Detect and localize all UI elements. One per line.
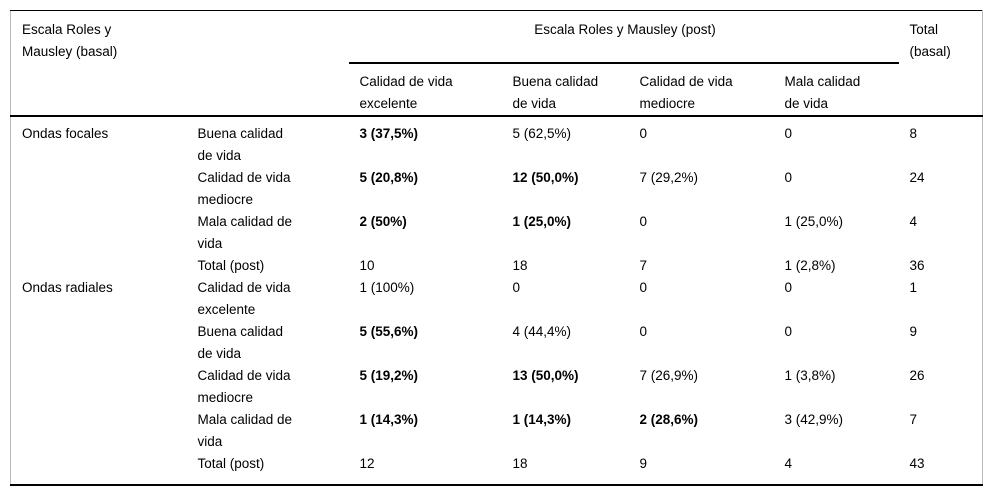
row-label: Buena calidad de vida [197,324,284,361]
cell: 1 (3,8%) [784,368,836,383]
row-label: Calidad de vida excelente [197,280,291,317]
cell: 0 [784,126,793,141]
table-row: Total (post) 12 18 9 4 43 [11,453,983,485]
cell: 4 [784,456,793,471]
table-row: Ondas radiales Calidad de vida excelente… [11,277,983,321]
row-label: Total (post) [197,456,265,471]
group-label: Ondas focales [22,126,109,141]
cell: 1 (25,0%) [512,214,572,229]
group-label: Ondas radiales [22,280,113,295]
row-label: Total (post) [197,258,265,273]
row-total: 1 [909,280,918,295]
row-label: Calidad de vida mediocre [197,170,291,207]
cell: 10 [359,258,375,273]
cell: 5 (62,5%) [512,126,572,141]
group-label [11,453,187,485]
header-col-mala: Mala calidad de vida [784,74,861,111]
row-total: 24 [909,170,925,185]
cell: 5 (55,6%) [359,324,419,339]
cell: 1 (100%) [359,280,415,295]
cell: 18 [512,456,528,471]
row-total: 36 [909,258,925,273]
row-label: Mala calidad de vida [197,214,293,251]
group-label [11,211,187,255]
cell: 0 [639,214,648,229]
group-label [11,321,187,365]
header-span-row: Escala Roles y Mausley (basal) Escala Ro… [11,10,983,64]
row-total: 43 [909,456,925,471]
cell: 12 [359,456,375,471]
cell: 13 (50,0%) [512,368,579,383]
cell: 2 (50%) [359,214,407,229]
row-total: 7 [909,412,918,427]
crosstab-results-table: Escala Roles y Mausley (basal) Escala Ro… [10,10,984,486]
header-col-buena: Buena calidad de vida [512,74,599,111]
table-body: Ondas focales Buena calidad de vida 3 (3… [11,116,983,485]
cell: 7 (26,9%) [639,368,699,383]
row-total: 26 [909,368,925,383]
cell: 7 (29,2%) [639,170,699,185]
cell: 7 [639,258,648,273]
group-label [11,167,187,211]
table-row: Buena calidad de vida 5 (55,6%) 4 (44,4%… [11,321,983,365]
row-label: Calidad de vida mediocre [197,368,291,405]
header-post-scale-span: Escala Roles y Mausley (post) [348,10,899,64]
cell: 4 (44,4%) [512,324,572,339]
row-label: Mala calidad de vida [197,412,293,449]
cell: 0 [639,324,648,339]
cell: 1 (25,0%) [784,214,844,229]
table-row: Mala calidad de vida 1 (14,3%) 1 (14,3%)… [11,409,983,453]
table-row: Ondas focales Buena calidad de vida 3 (3… [11,116,983,167]
cell: 18 [512,258,528,273]
cell: 0 [639,280,648,295]
cell: 5 (20,8%) [359,170,419,185]
header-col-mediocre: Calidad de vida mediocre [639,74,733,111]
table-header: Escala Roles y Mausley (basal) Escala Ro… [10,10,983,116]
cell: 0 [784,324,793,339]
cell: 5 (19,2%) [359,368,419,383]
cell: 9 [639,456,648,471]
cell: 3 (42,9%) [784,412,844,427]
cell: 12 (50,0%) [512,170,579,185]
row-total: 8 [909,126,918,141]
group-label [11,409,187,453]
cell: 1 (14,3%) [512,412,572,427]
header-col-excelente: Calidad de vida excelente [359,74,453,111]
cell: 2 (28,6%) [639,412,699,427]
cell: 0 [639,126,648,141]
cell: 0 [784,280,793,295]
group-label [11,255,187,277]
table-row: Calidad de vida mediocre 5 (20,8%) 12 (5… [11,167,983,211]
table-row: Mala calidad de vida 2 (50%) 1 (25,0%) 0… [11,211,983,255]
row-total: 9 [909,324,918,339]
cell: 0 [784,170,793,185]
header-basal-scale: Escala Roles y Mausley (basal) [22,22,118,59]
cell: 0 [512,280,521,295]
row-total: 4 [909,214,918,229]
table-row: Calidad de vida mediocre 5 (19,2%) 13 (5… [11,365,983,409]
cell: 1 (14,3%) [359,412,419,427]
cell: 3 (37,5%) [359,126,419,141]
table-row: Total (post) 10 18 7 1 (2,8%) 36 [11,255,983,277]
cell: 1 (2,8%) [784,258,836,273]
header-sub-row: Calidad de vida excelente Buena calidad … [11,63,983,116]
group-label [11,365,187,409]
header-total-basal: Total (basal) [909,22,951,59]
row-label: Buena calidad de vida [197,126,284,163]
